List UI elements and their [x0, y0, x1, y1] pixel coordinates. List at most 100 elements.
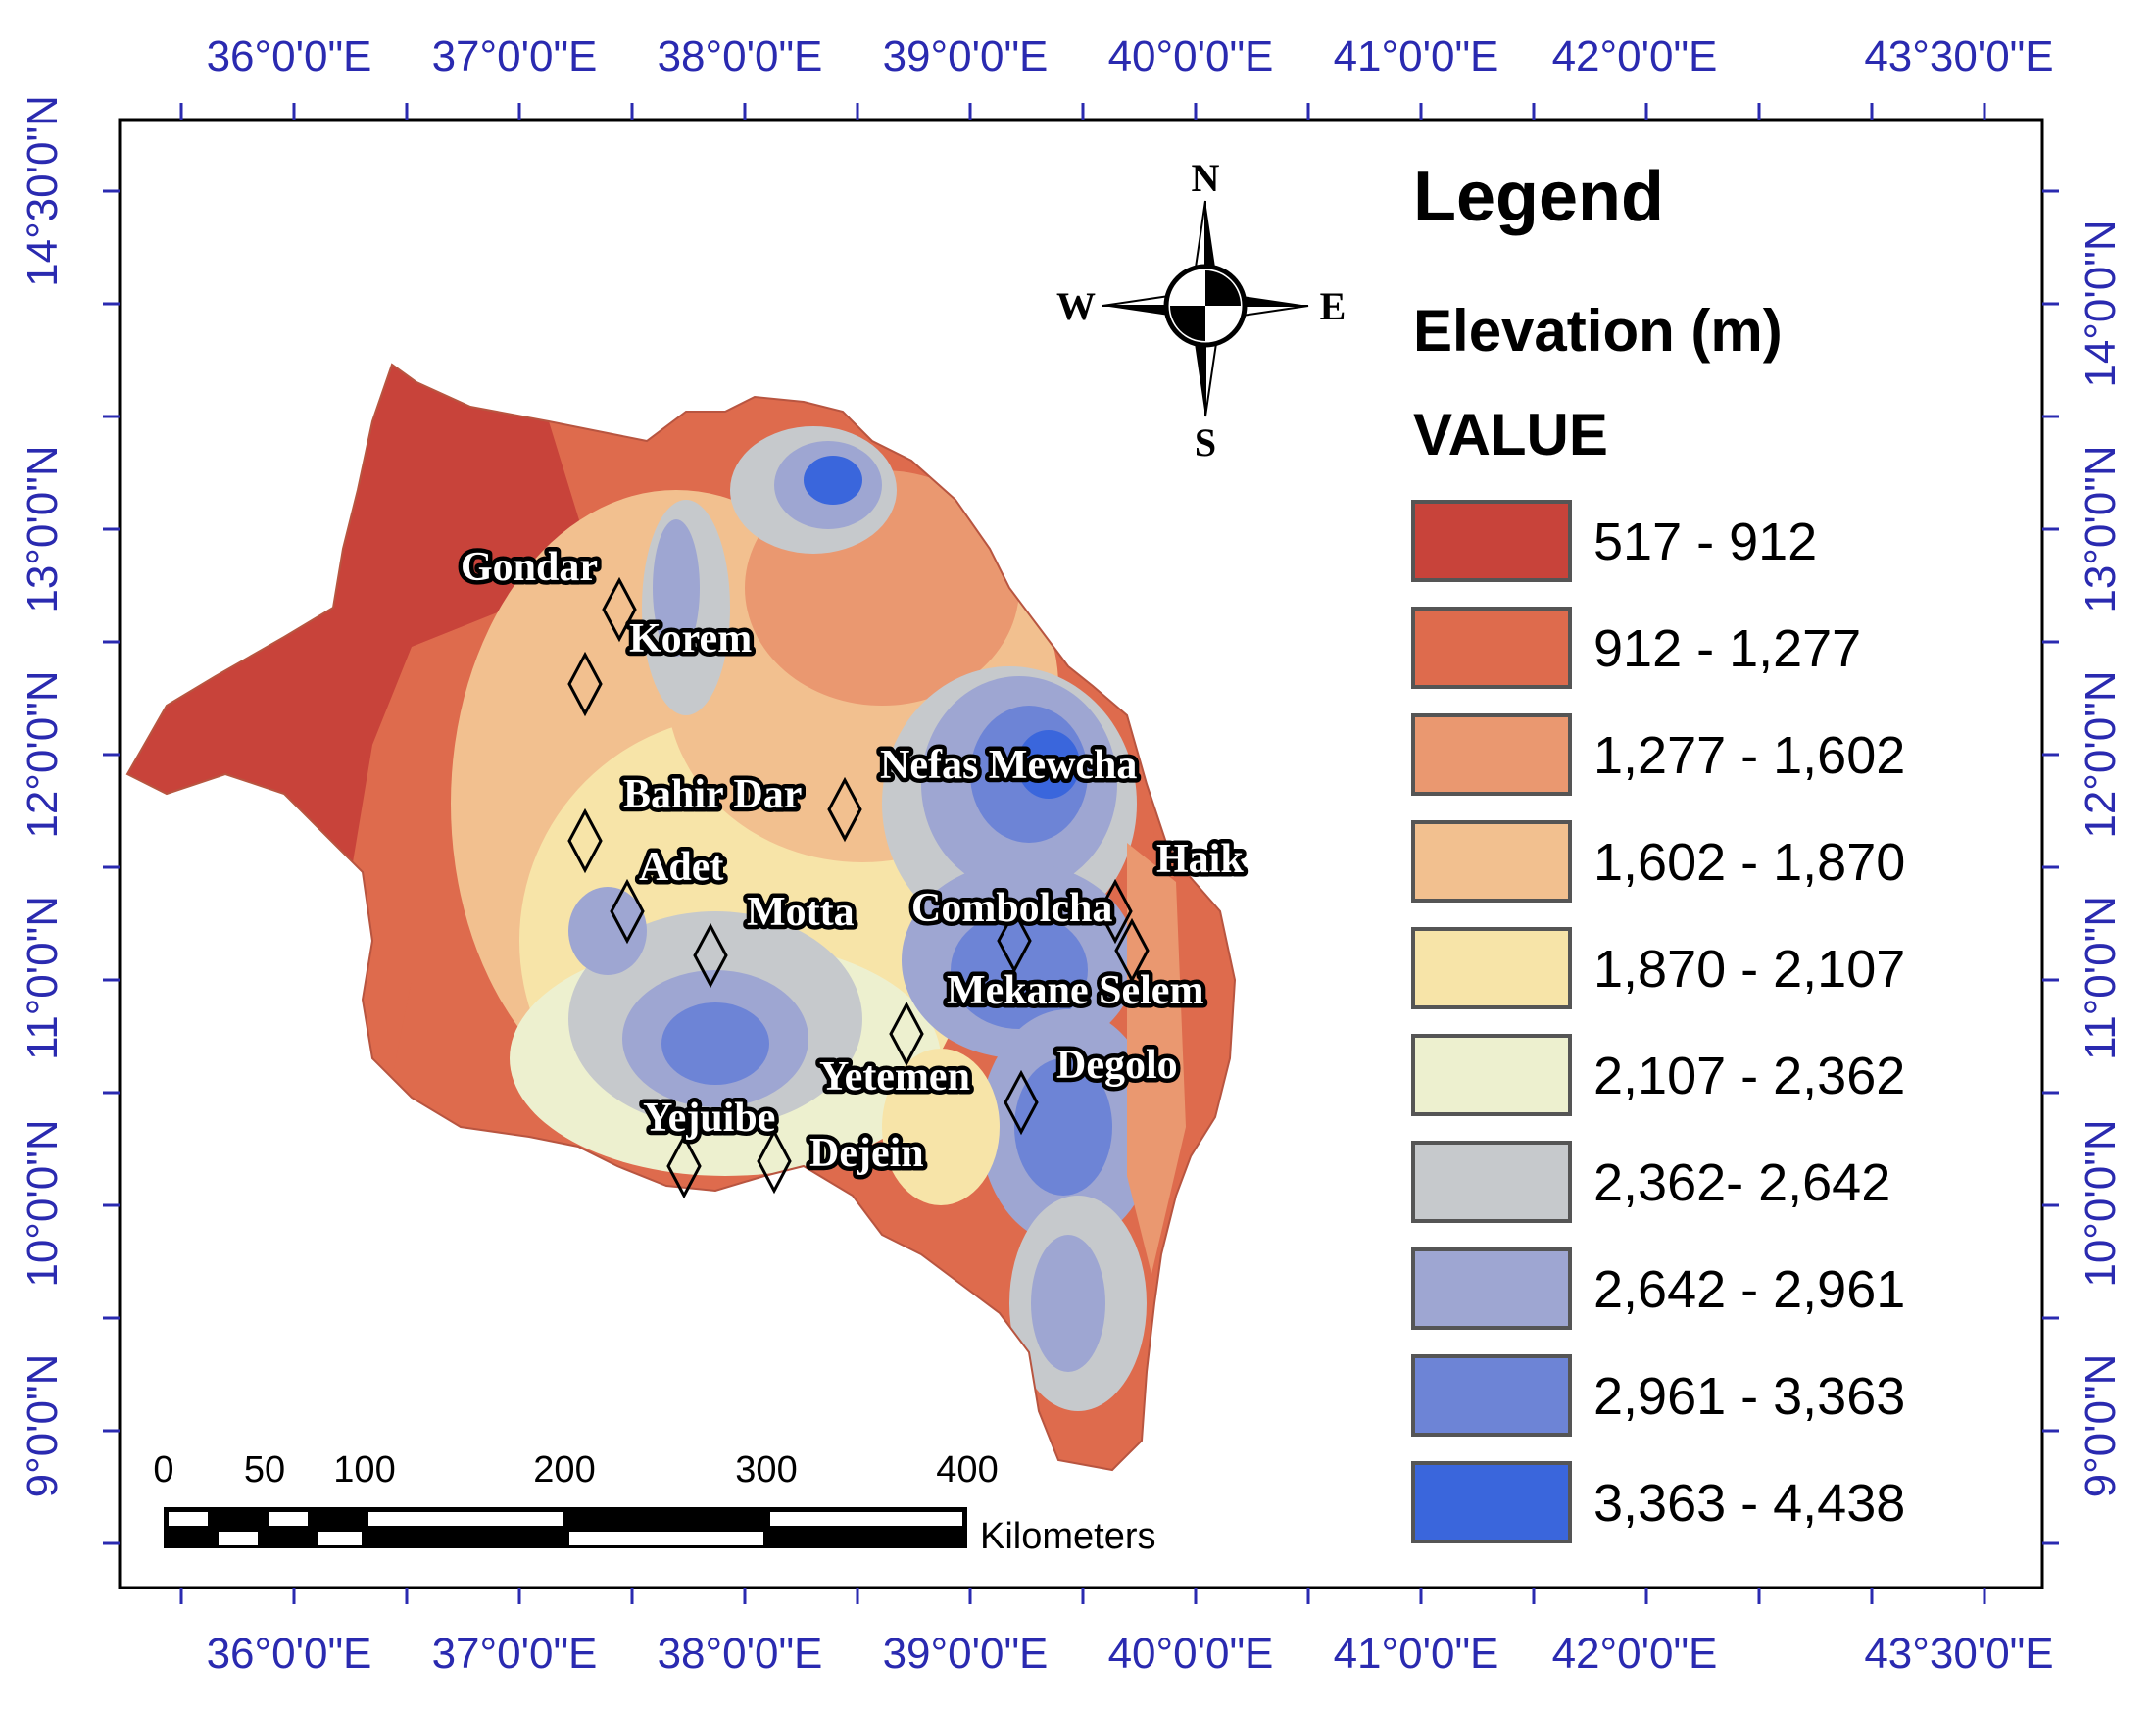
lat-label: 10°0'0"N	[2077, 1119, 2125, 1287]
legend-swatch	[1411, 927, 1572, 1009]
scale-tick-label: 400	[936, 1449, 998, 1491]
lon-label: 36°0'0"E	[207, 32, 372, 80]
legend-item-label: 517 - 912	[1593, 513, 1817, 571]
lon-label: 38°0'0"E	[658, 32, 823, 80]
lat-label: 9°0'0"N	[19, 1354, 67, 1498]
station-label-adet: Adet	[639, 845, 723, 890]
station-marker-nefas-mewcha[interactable]	[827, 776, 862, 843]
scale-tick-label: 0	[153, 1449, 173, 1491]
station-label-nefas-mewcha: Nefas Mewcha	[880, 743, 1137, 788]
lon-label: 41°0'0"E	[1334, 1630, 1499, 1678]
legend-swatch	[1411, 607, 1572, 689]
station-marker-yetemen[interactable]	[889, 1001, 924, 1067]
legend-item-label: 2,362- 2,642	[1593, 1153, 1890, 1212]
legend-title: Legend	[1413, 158, 1664, 236]
legend-item-label: 2,642 - 2,961	[1593, 1260, 1905, 1319]
station-marker-degolo[interactable]	[1004, 1069, 1039, 1136]
station-marker-yejuibe[interactable]	[666, 1133, 702, 1199]
station-marker-mekane-selem[interactable]	[1114, 917, 1150, 984]
station-marker-haik[interactable]	[1098, 878, 1133, 945]
right-latitude-labels: 14°0'0"N 13°0'0"N 12°0'0"N 11°0'0"N 10°0…	[2077, 220, 2125, 1497]
lon-label: 43°30'0"E	[1864, 1630, 2053, 1678]
lat-label: 14°30'0"N	[19, 95, 67, 287]
legend-item-label: 3,363 - 4,438	[1593, 1474, 1905, 1533]
lat-label: 11°0'0"N	[2077, 896, 2125, 1060]
station-marker-dejein[interactable]	[757, 1128, 792, 1195]
legend-item-label: 1,870 - 2,107	[1593, 940, 1905, 999]
station-label-dejein: Dejein	[809, 1131, 924, 1176]
compass-s: S	[1195, 420, 1216, 464]
frame-ticks	[103, 103, 2059, 1604]
station-label-bahir-dar: Bahir Dar	[623, 772, 802, 817]
lon-label: 39°0'0"E	[883, 32, 1049, 80]
legend: Legend Elevation (m) VALUE 517 - 912 912 …	[1411, 158, 1905, 1543]
legend-field: VALUE	[1413, 402, 1608, 467]
compass-w: W	[1056, 284, 1096, 328]
left-latitude-labels: 14°30'0"N 13°0'0"N 12°0'0"N 11°0'0"N 10°…	[19, 95, 67, 1497]
lon-label: 40°0'0"E	[1108, 32, 1274, 80]
lat-label: 13°0'0"N	[2077, 445, 2125, 612]
lat-label: 10°0'0"N	[19, 1119, 67, 1287]
station-label-yejuibe: Yejuibe	[643, 1096, 775, 1141]
station-marker-combolcha[interactable]	[997, 907, 1032, 974]
legend-swatch	[1411, 1354, 1572, 1437]
legend-item-label: 2,961 - 3,363	[1593, 1367, 1905, 1426]
lon-label: 38°0'0"E	[658, 1630, 823, 1678]
lat-label: 13°0'0"N	[19, 445, 67, 612]
legend-swatch	[1411, 820, 1572, 903]
compass-n: N	[1192, 156, 1220, 200]
lon-label: 37°0'0"E	[432, 32, 598, 80]
region-outline	[125, 363, 1237, 1472]
lon-label: 41°0'0"E	[1334, 32, 1499, 80]
station-marker-adet[interactable]	[610, 878, 645, 945]
lon-label: 39°0'0"E	[883, 1630, 1049, 1678]
station-markers	[567, 576, 1150, 1199]
lat-label: 14°0'0"N	[2077, 220, 2125, 387]
legend-subtitle: Elevation (m)	[1413, 298, 1783, 364]
legend-swatch	[1411, 713, 1572, 796]
legend-swatch	[1411, 1461, 1572, 1543]
legend-swatch	[1411, 1034, 1572, 1116]
legend-item-label: 912 - 1,277	[1593, 619, 1861, 678]
legend-swatch	[1411, 500, 1572, 582]
station-marker-gondar[interactable]	[602, 576, 637, 643]
lon-label: 36°0'0"E	[207, 1630, 372, 1678]
legend-swatch	[1411, 1247, 1572, 1330]
north-arrow: N S E W	[1056, 156, 1346, 464]
legend-item-label: 1,277 - 1,602	[1593, 726, 1905, 785]
station-label-gondar: Gondar	[461, 545, 598, 590]
station-marker-bahir-dar[interactable]	[567, 807, 603, 874]
station-marker-motta[interactable]	[693, 922, 728, 989]
station-label-motta: Motta	[747, 890, 855, 935]
legend-item-label: 2,107 - 2,362	[1593, 1047, 1905, 1105]
lon-label: 37°0'0"E	[432, 1630, 598, 1678]
lon-label: 42°0'0"E	[1552, 32, 1718, 80]
compass-e: E	[1320, 284, 1347, 328]
station-label-combolcha: Combolcha	[911, 886, 1112, 931]
lon-label: 42°0'0"E	[1552, 1630, 1718, 1678]
legend-swatch	[1411, 1141, 1572, 1223]
scale-tick-label: 200	[533, 1449, 595, 1491]
lat-label: 12°0'0"N	[2077, 670, 2125, 838]
station-labels: Gondar Korem Bahir Dar Nefas Mewcha Haik…	[457, 541, 1249, 1181]
station-marker-korem[interactable]	[567, 651, 603, 717]
bottom-longitude-labels: 36°0'0"E 37°0'0"E 38°0'0"E 39°0'0"E 40°0…	[207, 1630, 2054, 1678]
legend-item-label: 1,602 - 1,870	[1593, 833, 1905, 892]
station-label-degolo: Degolo	[1056, 1043, 1178, 1088]
station-label-mekane-selem: Mekane Selem	[947, 968, 1203, 1013]
top-longitude-labels: 36°0'0"E 37°0'0"E 38°0'0"E 39°0'0"E 40°0…	[207, 32, 2054, 80]
lat-label: 9°0'0"N	[2077, 1354, 2125, 1498]
scale-bar: 0 50 100 200 300 400 Kilometers	[153, 1449, 1155, 1557]
lat-label: 11°0'0"N	[19, 896, 67, 1060]
station-label-haik: Haik	[1156, 837, 1244, 882]
station-label-yetemen: Yetemen	[819, 1054, 970, 1100]
scale-tick-label: 100	[333, 1449, 395, 1491]
lon-label: 43°30'0"E	[1864, 32, 2053, 80]
lon-label: 40°0'0"E	[1108, 1630, 1274, 1678]
scale-tick-label: 50	[244, 1449, 285, 1491]
scale-unit: Kilometers	[980, 1516, 1156, 1557]
station-label-korem: Korem	[629, 616, 752, 661]
lat-label: 12°0'0"N	[19, 670, 67, 838]
scale-tick-label: 300	[735, 1449, 797, 1491]
